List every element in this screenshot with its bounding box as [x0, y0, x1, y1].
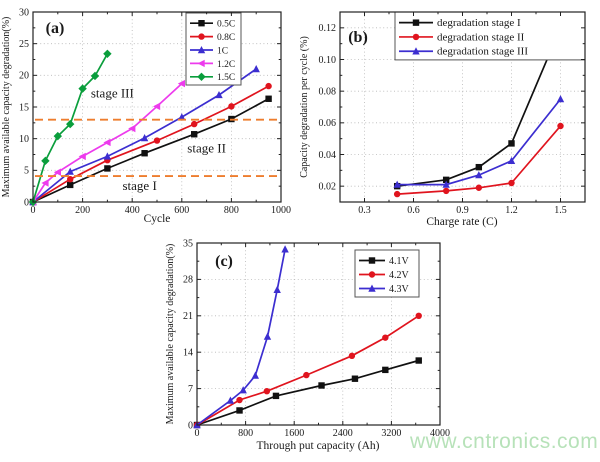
- svg-text:Maximum available capacity deg: Maximum available capacity degradation(%…: [1, 17, 12, 198]
- svg-text:0.04: 0.04: [319, 150, 337, 161]
- svg-text:21: 21: [183, 311, 193, 322]
- svg-text:0.5C: 0.5C: [217, 20, 235, 30]
- svg-text:0.06: 0.06: [319, 118, 337, 129]
- svg-text:0.9: 0.9: [456, 205, 469, 216]
- svg-text:4.1V: 4.1V: [389, 256, 410, 267]
- svg-text:stage I: stage I: [122, 178, 156, 193]
- svg-text:0.12: 0.12: [319, 23, 337, 34]
- svg-text:stage III: stage III: [91, 86, 134, 101]
- svg-text:0: 0: [31, 205, 36, 216]
- svg-text:25: 25: [19, 39, 29, 50]
- svg-text:0.8C: 0.8C: [217, 33, 235, 43]
- svg-text:1600: 1600: [284, 428, 304, 439]
- svg-text:3200: 3200: [381, 428, 401, 439]
- svg-text:0: 0: [24, 197, 29, 208]
- svg-text:30: 30: [19, 7, 29, 18]
- svg-text:0.08: 0.08: [319, 86, 337, 97]
- svg-text:degradation stage I: degradation stage I: [437, 17, 521, 29]
- svg-text:Maximum available capacity deg: Maximum available capacity degradation(%…: [165, 244, 176, 425]
- svg-text:0.3: 0.3: [358, 205, 371, 216]
- svg-text:Through put capacity (Ah): Through put capacity (Ah): [257, 440, 380, 452]
- svg-text:200: 200: [75, 205, 90, 216]
- svg-text:15: 15: [19, 102, 29, 113]
- svg-text:14: 14: [183, 348, 193, 359]
- svg-text:stage II: stage II: [187, 141, 226, 156]
- svg-text:7: 7: [188, 384, 193, 395]
- svg-text:0: 0: [188, 420, 193, 431]
- svg-text:Charge rate (C): Charge rate (C): [426, 216, 497, 228]
- svg-text:1000: 1000: [271, 205, 291, 216]
- svg-text:(a): (a): [46, 20, 65, 37]
- svg-text:400: 400: [125, 205, 140, 216]
- chart-b-degradation-vs-charge-rate: degradation stage I degradation stage II d…: [300, 11, 586, 228]
- svg-text:0: 0: [195, 428, 200, 439]
- svg-text:Cycle: Cycle: [144, 213, 171, 225]
- svg-text:1.2: 1.2: [505, 205, 518, 216]
- svg-text:Capacity degradation per cycle: Capacity degradation per cycle (%): [300, 36, 310, 178]
- svg-text:600: 600: [174, 205, 189, 216]
- svg-text:28: 28: [183, 275, 193, 286]
- chart-a-capacity-vs-cycle: stage I stage II stage III 0.5C 0.8C 1C 1.2C 1.…: [1, 7, 291, 225]
- svg-text:degradation stage III: degradation stage III: [437, 46, 528, 58]
- svg-text:degradation stage II: degradation stage II: [437, 31, 525, 43]
- svg-text:5: 5: [24, 166, 29, 177]
- svg-text:(b): (b): [348, 29, 368, 46]
- chart-c-degradation-vs-throughput: 4.1V 4.2V 4.3V 0 800 1600 2400 3200 4000 0 7 14 21 28…: [165, 238, 450, 452]
- svg-text:1C: 1C: [217, 46, 228, 56]
- svg-text:35: 35: [183, 238, 193, 249]
- svg-text:(c): (c): [215, 253, 233, 270]
- svg-text:20: 20: [19, 71, 29, 82]
- svg-text:4.3V: 4.3V: [389, 284, 410, 295]
- svg-text:1.5: 1.5: [554, 205, 567, 216]
- svg-text:800: 800: [238, 428, 253, 439]
- svg-text:2400: 2400: [333, 428, 353, 439]
- svg-text:800: 800: [224, 205, 239, 216]
- svg-text:1.2C: 1.2C: [217, 60, 235, 70]
- svg-text:10: 10: [19, 134, 29, 145]
- svg-text:4.2V: 4.2V: [389, 270, 410, 281]
- svg-text:0.10: 0.10: [319, 55, 337, 66]
- svg-text:0.6: 0.6: [407, 205, 420, 216]
- svg-text:4000: 4000: [430, 428, 450, 439]
- watermark: www.cntronics.com: [410, 430, 599, 453]
- svg-text:1.5C: 1.5C: [217, 73, 235, 83]
- svg-text:0.02: 0.02: [319, 181, 337, 192]
